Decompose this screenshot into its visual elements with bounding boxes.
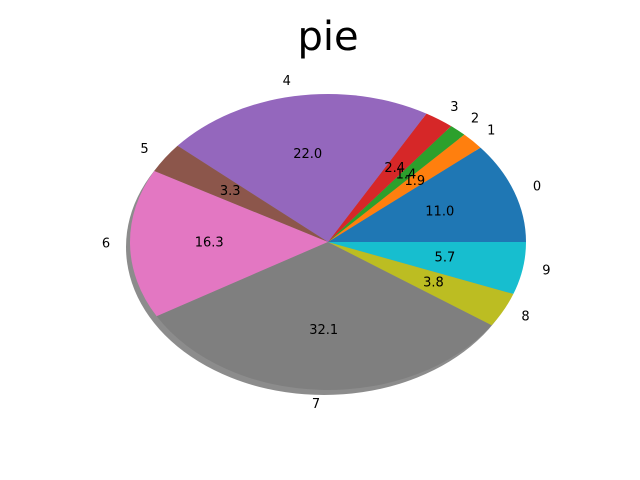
pie-category-label-0: 0 [533,179,541,194]
pie-category-label-2: 2 [471,112,479,127]
pie-labels: 0 11.0 1 1.9 2 1.4 3 2.4 4 22.0 5 3.3 6 16.3 7 32.1 8 3.8… [102,74,551,412]
pie-slice-3 [328,113,452,242]
pie-value-label-9: 5.7 [435,250,456,265]
pie-value-label-1: 1.9 [404,174,425,189]
pie-category-label-4: 4 [283,74,291,89]
pie-value-label-5: 3.3 [220,184,241,199]
chart-title: pie [297,14,358,60]
pie-value-label-3: 2.4 [384,161,405,176]
pie-category-label-9: 9 [542,264,550,279]
pie-category-label-1: 1 [487,123,495,138]
pie-category-label-5: 5 [140,142,148,157]
pie-slice-8 [328,242,514,326]
pie-slice-5 [154,145,328,242]
pie-slice-0 [328,147,526,242]
pie-category-label-3: 3 [450,100,458,115]
pie-slice-9 [328,242,526,294]
pie-category-label-6: 6 [102,237,110,252]
pie-category-label-8: 8 [521,309,529,324]
pie-slice-7 [156,242,492,390]
pie-value-label-0: 11.0 [425,204,454,219]
pie-slice-1 [328,134,481,242]
pie-value-label-2: 1.4 [396,167,417,182]
pie-category-label-7: 7 [312,397,320,412]
pie-slices [130,93,526,390]
pie-value-label-6: 16.3 [195,236,224,251]
pie-value-label-7: 32.1 [309,323,338,338]
pie-slice-4 [177,93,427,242]
pie-value-label-8: 3.8 [423,275,444,290]
pie-slice-2 [328,126,465,242]
pie-slice-6 [130,171,328,317]
pie-value-label-4: 22.0 [293,147,322,162]
